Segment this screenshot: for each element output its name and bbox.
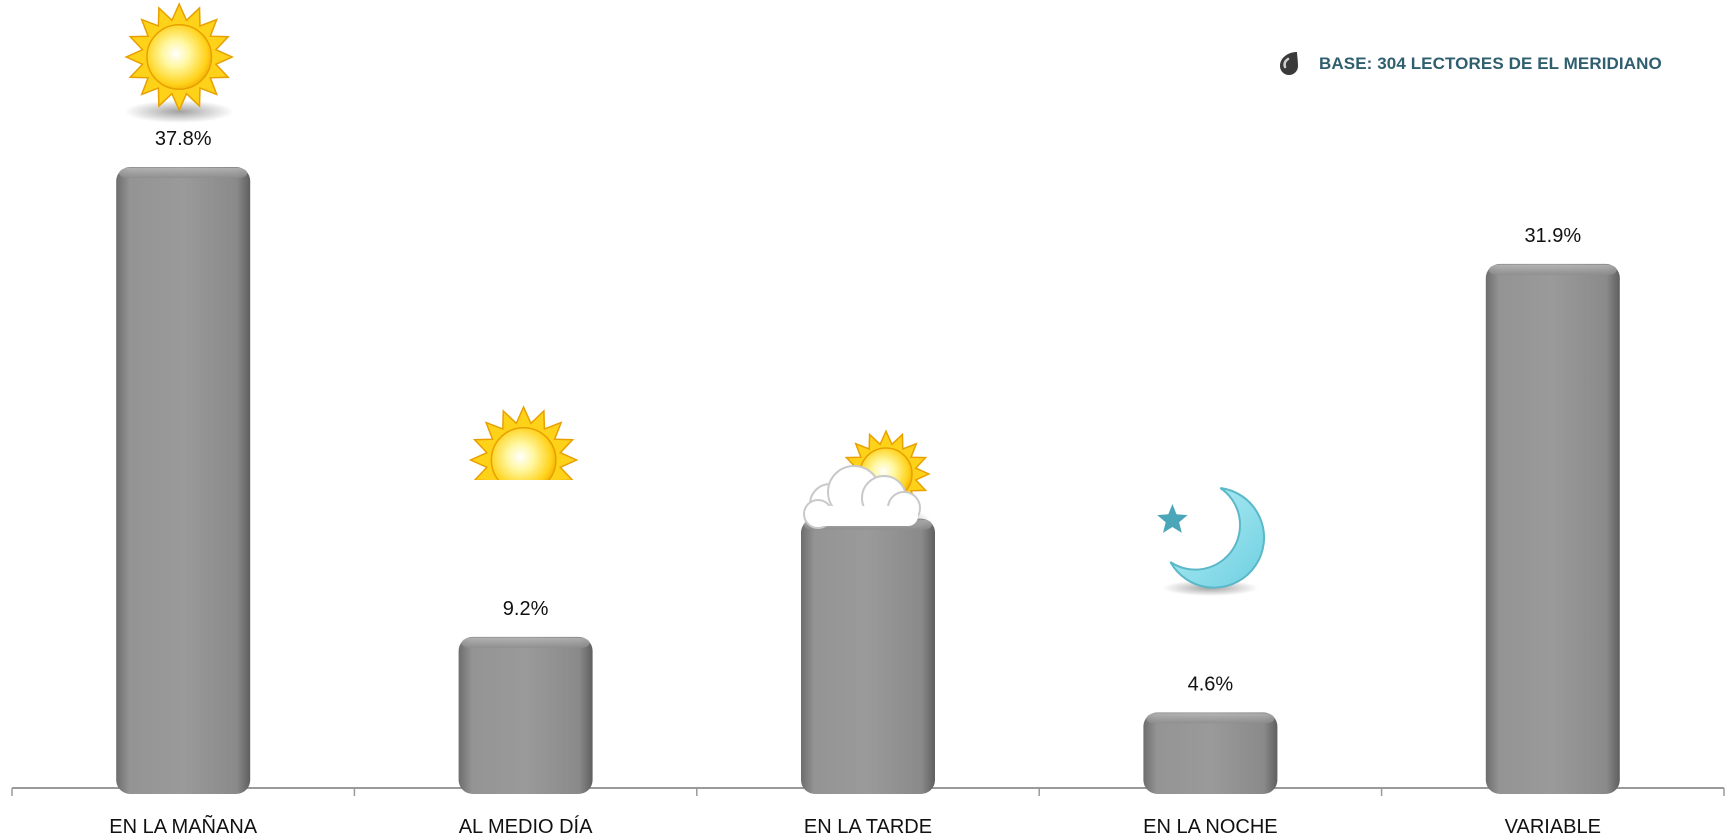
ink-drop-icon	[1280, 52, 1298, 75]
data-label: 4.6%	[1188, 673, 1234, 695]
bar	[116, 167, 251, 794]
tick-label: EN LA NOCHE	[1143, 816, 1277, 838]
data-label: 31.9%	[1524, 225, 1581, 247]
tick-label: EN LA MAÑANA	[109, 814, 257, 838]
data-label: 37.8%	[155, 128, 212, 150]
base-note: BASE: 304 LECTORES DE EL MERIDIANO	[1275, 50, 1662, 78]
bar	[458, 636, 593, 794]
base-note-text: BASE: 304 LECTORES DE EL MERIDIANO	[1319, 54, 1662, 73]
sun-cloud-icon	[803, 429, 931, 529]
tick-label: EN LA TARDE	[804, 816, 932, 838]
tick-label: VARIABLE	[1505, 816, 1601, 838]
bar	[1485, 263, 1620, 794]
sun-icon	[468, 405, 579, 480]
moon-star-icon	[1157, 487, 1265, 596]
tick-label: AL MEDIO DÍA	[459, 815, 593, 838]
bar	[1143, 712, 1278, 794]
bar	[801, 518, 935, 794]
data-label: 9.2%	[503, 598, 549, 620]
sun-icon	[124, 2, 235, 124]
